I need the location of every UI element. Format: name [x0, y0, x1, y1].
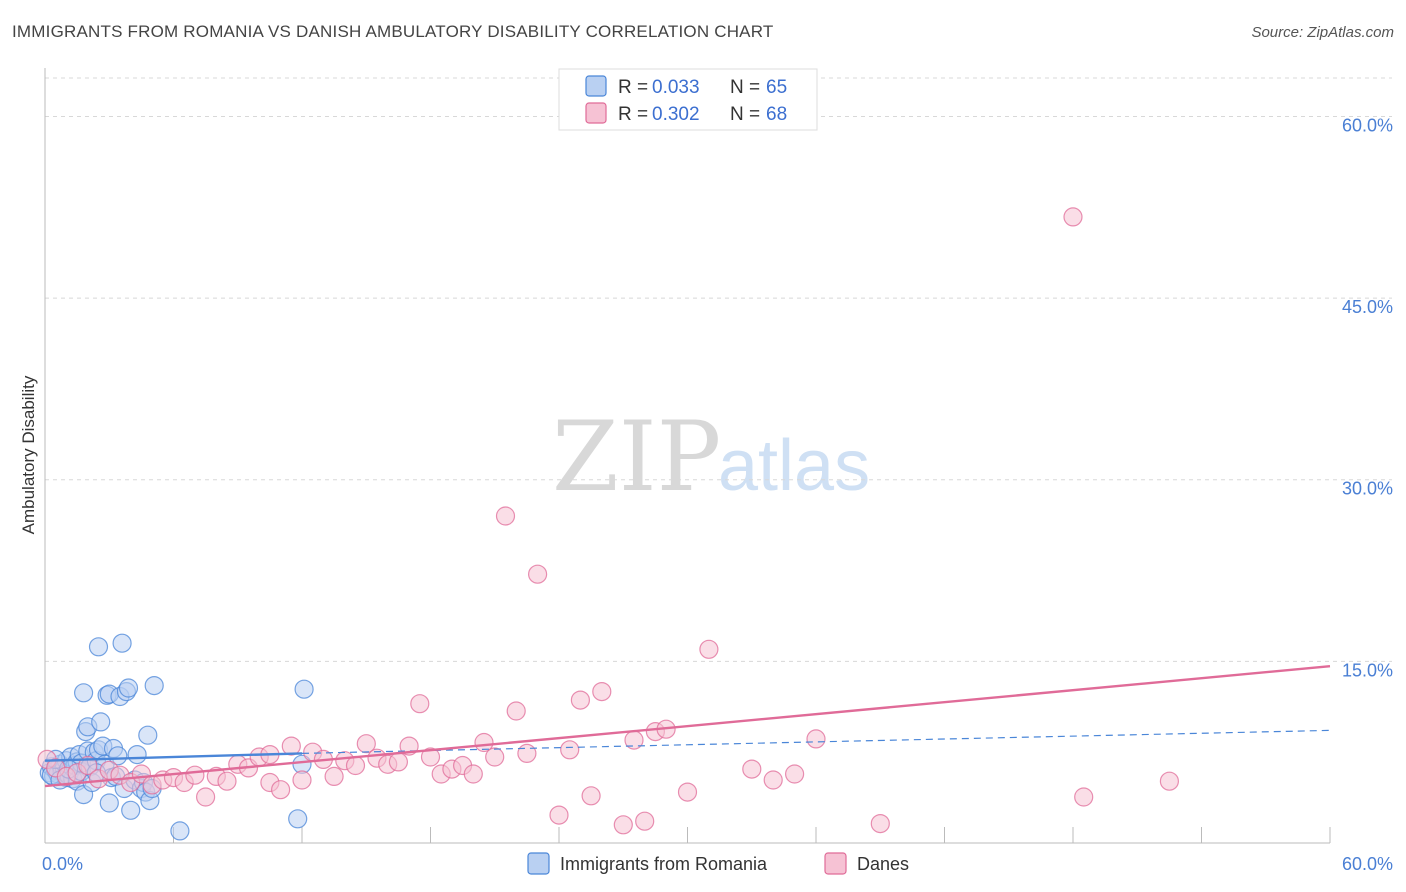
romania-point-45 [118, 678, 139, 698]
bottom-legend-pink-label: Danes [857, 854, 909, 874]
danes-point-14 [185, 765, 205, 785]
watermark-zip: ZIP [552, 401, 721, 513]
x-tick-label-min: 0.0% [42, 854, 83, 874]
danes-point-58 [699, 639, 719, 659]
chart-title: IMMIGRANTS FROM ROMANIA VS DANISH AMBULA… [12, 22, 774, 41]
legend-box: R = 0.033 N = 65 R = 0.302 N = 68 [558, 68, 818, 131]
bottom-legend-blue-label: Immigrants from Romania [560, 854, 768, 874]
grid-lines [45, 77, 1392, 662]
danes-point-48 [560, 740, 580, 760]
danes-trend-line [44, 665, 1331, 788]
danes-point-29 [345, 755, 366, 776]
danes-point-4 [78, 755, 98, 776]
legend-blue-r-value: 0.033 [652, 77, 700, 98]
danes-point-15 [196, 787, 216, 807]
danes-point-42 [485, 747, 505, 767]
danes-point-54 [635, 811, 655, 831]
romania-point-57 [288, 809, 308, 829]
danes-point-64 [1063, 207, 1083, 227]
romania-point-46 [121, 800, 141, 820]
danes-point-51 [592, 681, 612, 702]
danes-point-61 [784, 764, 805, 784]
danes-point-60 [763, 770, 783, 790]
romania-point-52 [138, 725, 158, 745]
danes-point-66 [1159, 771, 1180, 791]
legend-pink-n-value: 68 [766, 104, 787, 125]
y-tick-labels: 15.0% 30.0% 45.0% 60.0% [1342, 115, 1393, 680]
legend-pink-n-label: N = [730, 104, 760, 125]
romania-point-20 [73, 683, 94, 703]
scatter-points [37, 207, 1180, 841]
romania-point-55 [144, 675, 164, 696]
danes-point-57 [677, 782, 698, 802]
legend-pink-r-label: R = [618, 104, 648, 125]
romania-point-42 [112, 633, 132, 653]
romania-point-59 [294, 679, 314, 699]
danes-point-45 [517, 743, 537, 764]
x-tick-label-max: 60.0% [1342, 854, 1393, 874]
danes-point-65 [1074, 787, 1094, 807]
romania-trend-line-extension [301, 729, 1331, 754]
danes-point-59 [742, 759, 762, 779]
romania-point-48 [127, 744, 147, 765]
trend-lines [44, 665, 1331, 788]
watermark-atlas: atlas [718, 426, 870, 506]
danes-point-46 [527, 564, 548, 584]
danes-point-49 [570, 690, 591, 710]
danes-point-17 [217, 771, 237, 791]
romania-trend-line [44, 752, 303, 762]
source-credit: Source: ZipAtlas.com [1251, 24, 1394, 41]
romania-point-40 [108, 746, 128, 766]
danes-point-23 [281, 736, 301, 756]
y-tick-label-2: 45.0% [1342, 297, 1393, 317]
danes-point-63 [870, 813, 890, 834]
danes-point-36 [420, 747, 441, 767]
danes-point-50 [581, 786, 601, 806]
danes-point-52 [613, 815, 633, 835]
danes-point-35 [410, 694, 430, 714]
y-axis-label: Ambulatory Disability [19, 375, 38, 534]
danes-point-30 [356, 734, 376, 754]
romania-point-31 [91, 712, 111, 732]
danes-point-24 [292, 770, 312, 790]
y-tick-label-0: 15.0% [1342, 660, 1393, 680]
danes-point-22 [271, 780, 291, 800]
y-tick-label-1: 30.0% [1342, 479, 1393, 499]
legend-swatch-pink [585, 102, 607, 124]
legend-blue-r-label: R = [618, 77, 648, 98]
x-tick-marks [44, 827, 1331, 843]
danes-point-47 [549, 805, 569, 825]
danes-point-40 [463, 764, 483, 784]
danes-point-41 [474, 732, 494, 753]
danes-point-44 [506, 701, 526, 721]
danes-point-62 [806, 729, 826, 749]
bottom-legend-swatch-pink [824, 852, 847, 875]
danes-point-27 [324, 766, 344, 787]
legend-swatch-blue [585, 75, 607, 97]
romania-point-36 [99, 793, 119, 813]
y-tick-label-3: 60.0% [1342, 115, 1393, 135]
bottom-legend-swatch-blue [527, 852, 550, 875]
romania-point-29 [88, 637, 109, 657]
danes-point-43 [495, 506, 516, 526]
legend-blue-n-value: 65 [766, 77, 787, 98]
legend-blue-n-label: N = [730, 77, 760, 98]
bottom-legend: Immigrants from Romania Danes [527, 852, 909, 875]
romania-point-56 [170, 821, 190, 841]
danes-point-33 [388, 752, 408, 772]
legend-pink-r-value: 0.302 [652, 104, 700, 125]
